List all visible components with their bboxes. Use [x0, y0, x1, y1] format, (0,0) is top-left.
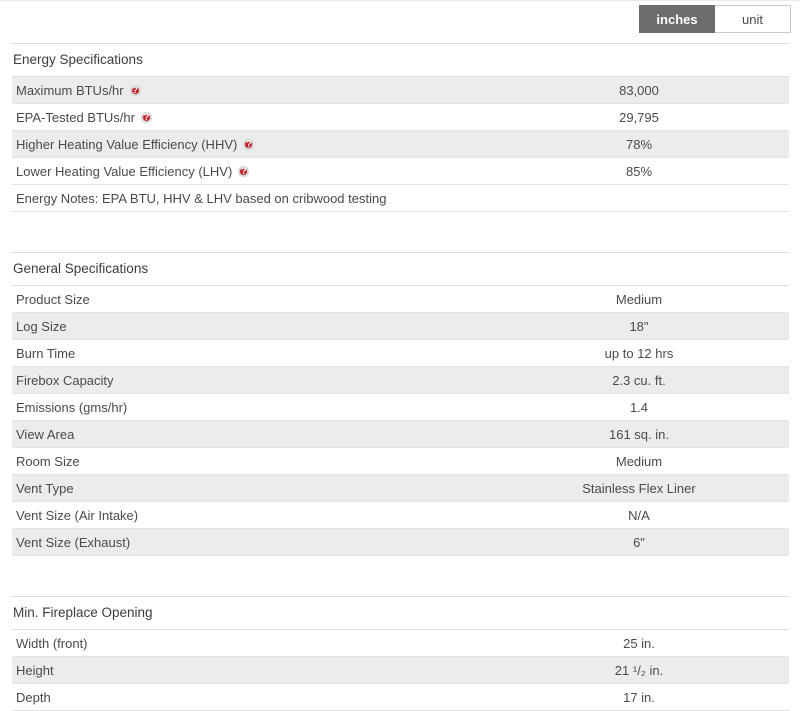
section-rows: Maximum BTUs/hr? 83,000 EPA-Tested BTUs/hr… [12, 77, 789, 212]
spec-value: 29,795 [619, 109, 659, 125]
unit-toggle-bar: inches unit [0, 1, 800, 38]
toggle-unit-button[interactable]: unit [715, 5, 791, 33]
spec-row: Burn Time up to 12 hrs [12, 340, 789, 367]
spec-label-text: Width (front) [16, 635, 88, 651]
spec-label: Width (front) [12, 636, 489, 651]
spec-label-text: Maximum BTUs/hr [16, 82, 124, 98]
spec-value: 18" [629, 318, 649, 334]
spec-label: Height [12, 663, 489, 678]
spec-value: 25 in. [623, 635, 655, 651]
unit-toggle: inches unit [639, 5, 791, 33]
spec-row: Maximum BTUs/hr? 83,000 [12, 77, 789, 104]
spec-row: Height 21 ¹/₂ in. [12, 657, 789, 684]
toggle-inches-button[interactable]: inches [639, 5, 715, 33]
spec-value: 85% [625, 163, 653, 179]
spec-label-text: Energy Notes: EPA BTU, HHV & LHV based o… [16, 190, 387, 206]
section-rows: Width (front) 25 in. Height 21 ¹/₂ in. Depth… [12, 630, 789, 711]
spec-label: Depth [12, 690, 489, 705]
spec-label: Room Size [12, 454, 489, 469]
spec-label: Vent Size (Air Intake) [12, 508, 489, 523]
spec-row: Width (front) 25 in. [12, 630, 789, 657]
spec-label-text: Lower Heating Value Efficiency (LHV) [16, 163, 233, 179]
spec-row: Vent Size (Exhaust) 6" [12, 529, 789, 556]
spec-label: Higher Heating Value Efficiency (HHV)? [12, 137, 489, 152]
spec-value: 1.4 [629, 399, 649, 415]
spec-label-text: Depth [16, 689, 51, 705]
spec-value: Medium [615, 453, 663, 469]
spec-label: Burn Time [12, 346, 489, 361]
spec-row: Higher Heating Value Efficiency (HHV)? 78… [12, 131, 789, 158]
spec-label: Lower Heating Value Efficiency (LHV)? [12, 164, 489, 179]
spec-label-text: Product Size [16, 291, 90, 307]
spec-label-text: Vent Size (Air Intake) [16, 507, 139, 523]
spec-section: Min. Fireplace Opening Width (front) 25 in… [12, 596, 789, 711]
spec-value: Stainless Flex Liner [582, 480, 696, 496]
spec-label-text: Emissions (gms/hr) [16, 399, 128, 415]
spec-label-text: Burn Time [16, 345, 76, 361]
spec-section: General Specifications Product Size Medium… [12, 252, 789, 556]
top-divider [0, 0, 800, 1]
spec-row: Product Size Medium [12, 286, 789, 313]
spec-label-text: EPA-Tested BTUs/hr [16, 109, 135, 125]
spec-value: 21 ¹/₂ in. [614, 662, 664, 678]
spec-label-text: Log Size [16, 318, 67, 334]
spec-label: Product Size [12, 292, 489, 307]
help-icon[interactable]: ? [140, 111, 152, 123]
spec-label: Vent Size (Exhaust) [12, 535, 489, 550]
section-title: Min. Fireplace Opening [12, 596, 789, 630]
spec-value: up to 12 hrs [604, 345, 674, 361]
spec-label: Firebox Capacity [12, 373, 489, 388]
spec-row: View Area 161 sq. in. [12, 421, 789, 448]
section-title: Energy Specifications [12, 43, 789, 77]
spec-label: Vent Type [12, 481, 489, 496]
spec-row: Lower Heating Value Efficiency (LHV)? 85% [12, 158, 789, 185]
spec-row: Log Size 18" [12, 313, 789, 340]
spec-row: EPA-Tested BTUs/hr? 29,795 [12, 104, 789, 131]
spec-row: Room Size Medium [12, 448, 789, 475]
spec-label-text: Height [16, 662, 54, 678]
spec-label: Emissions (gms/hr) [12, 400, 489, 415]
spec-value: Medium [615, 291, 663, 307]
spec-value: 17 in. [623, 689, 655, 705]
spec-label: Log Size [12, 319, 489, 334]
spec-label-text: Firebox Capacity [16, 372, 114, 388]
help-icon[interactable]: ? [238, 165, 250, 177]
spec-value: 6" [633, 534, 645, 550]
spec-label-text: Vent Size (Exhaust) [16, 534, 131, 550]
spec-label-text: View Area [16, 426, 75, 442]
section-rows: Product Size Medium Log Size 18" Burn Time up… [12, 286, 789, 556]
spec-row: Vent Size (Air Intake) N/A [12, 502, 789, 529]
spec-label-text: Room Size [16, 453, 80, 469]
spec-row: Emissions (gms/hr) 1.4 [12, 394, 789, 421]
spec-label: Energy Notes: EPA BTU, HHV & LHV based o… [12, 191, 489, 206]
help-icon[interactable]: ? [243, 138, 255, 150]
spec-value: 2.3 cu. ft. [612, 372, 666, 388]
spec-label: Maximum BTUs/hr? [12, 83, 489, 98]
spec-row: Firebox Capacity 2.3 cu. ft. [12, 367, 789, 394]
spec-label-text: Vent Type [16, 480, 74, 496]
spec-label: View Area [12, 427, 489, 442]
help-icon[interactable]: ? [129, 84, 141, 96]
spec-sections: Energy Specifications Maximum BTUs/hr? 83,… [12, 43, 789, 711]
spec-label-text: Higher Heating Value Efficiency (HHV) [16, 136, 238, 152]
spec-value: N/A [628, 507, 650, 523]
spec-value: 78% [625, 136, 653, 152]
spec-row: Energy Notes: EPA BTU, HHV & LHV based o… [12, 185, 789, 212]
spec-value: 161 sq. in. [609, 426, 669, 442]
spec-section: Energy Specifications Maximum BTUs/hr? 83,… [12, 43, 789, 212]
spec-label: EPA-Tested BTUs/hr? [12, 110, 489, 125]
section-title: General Specifications [12, 252, 789, 286]
spec-value: 83,000 [619, 82, 659, 98]
spec-row: Vent Type Stainless Flex Liner [12, 475, 789, 502]
